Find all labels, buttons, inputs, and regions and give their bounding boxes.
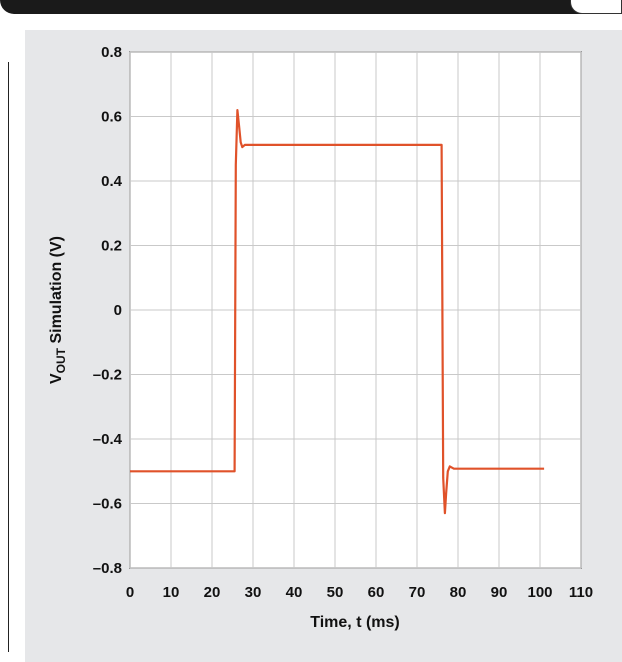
x-axis-title: Time, t (ms) [310, 614, 400, 631]
margin-rule [8, 62, 9, 652]
top-tab-corner [570, 0, 622, 14]
y-axis-title-suffix: Simulation (V) [48, 236, 65, 348]
x-tick-label: 110 [569, 584, 593, 601]
x-tick-label: 70 [409, 584, 426, 601]
x-tick-label: 0 [126, 584, 134, 601]
y-tick-label: –0.6 [93, 496, 122, 513]
y-tick-label: 0.8 [101, 44, 122, 61]
y-axis-title-prefix: V [48, 373, 65, 384]
x-tick-label: 30 [245, 584, 262, 601]
y-tick-label: –0.8 [93, 560, 122, 577]
x-tick-label: 50 [327, 584, 344, 601]
grid [129, 51, 582, 569]
y-tick-labels: 0.8 0.6 0.4 0.2 0 –0.2 –0.4 –0.6 –0.8 [93, 44, 123, 577]
y-tick-label: 0.4 [101, 173, 123, 190]
x-tick-label: 60 [368, 584, 385, 601]
x-tick-label: 40 [286, 584, 303, 601]
x-tick-label: 90 [491, 584, 508, 601]
vout-series-line [130, 109, 545, 515]
vout-chart: 0.8 0.6 0.4 0.2 0 –0.2 –0.4 –0.6 –0.8 0 10 20 30 40 5… [48, 44, 593, 631]
chart-panel: 0.8 0.6 0.4 0.2 0 –0.2 –0.4 –0.6 –0.8 0 10 20 30 40 5… [25, 30, 622, 662]
y-tick-label: 0.6 [101, 109, 122, 126]
x-tick-label: 80 [450, 584, 467, 601]
y-tick-label: –0.4 [93, 431, 123, 448]
y-tick-label: 0 [114, 302, 122, 319]
y-axis-title-subscript: OUT [54, 347, 68, 373]
y-axis-title: VOUT Simulation (V) [48, 236, 68, 384]
y-tick-label: –0.2 [93, 367, 122, 384]
x-tick-label: 10 [163, 584, 180, 601]
x-tick-labels: 0 10 20 30 40 50 60 70 80 90 100 110 [126, 584, 593, 601]
x-tick-label: 20 [204, 584, 221, 601]
top-header-bar [0, 0, 622, 14]
x-tick-label: 100 [527, 584, 552, 601]
y-tick-label: 0.2 [101, 238, 122, 255]
